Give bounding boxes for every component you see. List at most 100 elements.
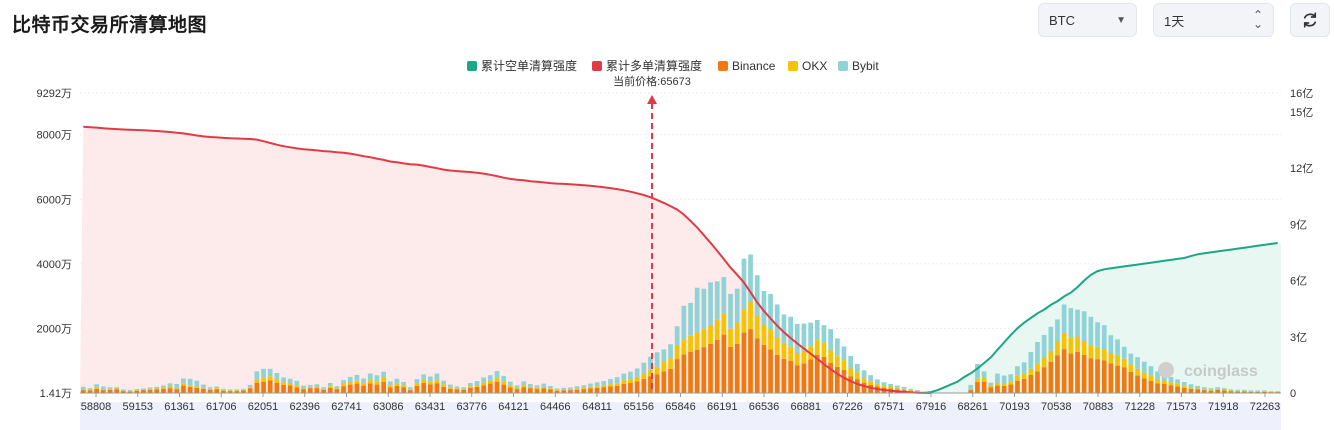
bar-binance: [174, 389, 180, 393]
cumulative-areas: [80, 126, 1281, 394]
bar-bybit: [1248, 390, 1254, 391]
bar-okx: [734, 322, 740, 344]
bar-okx: [394, 383, 400, 386]
bar-binance: [1048, 361, 1054, 393]
x-tick-label: 63431: [415, 401, 446, 413]
bar-bybit: [1088, 316, 1094, 346]
coin-select-value: BTC: [1049, 12, 1075, 28]
bar-binance: [407, 390, 413, 393]
bar-okx: [1128, 364, 1134, 372]
bar-binance: [708, 343, 713, 393]
bar-binance: [694, 349, 700, 393]
bar-okx: [241, 389, 246, 391]
bar-bybit: [1215, 387, 1220, 389]
bar-bybit: [581, 385, 587, 388]
legend-label: 累计多单清算强度: [606, 58, 702, 73]
bar-okx: [334, 388, 340, 390]
bar-binance: [274, 382, 280, 393]
bar-okx: [441, 384, 446, 387]
x-tick-label: 70538: [1041, 401, 1072, 413]
bar-bybit: [1035, 342, 1040, 364]
bar-binance: [367, 383, 373, 393]
bar-okx: [1121, 358, 1127, 368]
bar-bybit: [821, 325, 827, 343]
bar-okx: [1108, 353, 1114, 364]
y-left-tick-label: 2000万: [37, 323, 72, 335]
bar-bybit: [474, 381, 480, 385]
x-tick-label: 64811: [582, 401, 612, 413]
bar-okx: [247, 387, 253, 389]
bar-okx: [81, 389, 86, 391]
bar-okx: [1008, 381, 1014, 385]
bar-okx: [474, 384, 480, 387]
legend-swatch: [467, 61, 477, 71]
bar-binance: [754, 338, 760, 393]
bar-bybit: [588, 383, 593, 387]
bar-bybit: [174, 384, 180, 389]
bar-binance: [528, 388, 533, 393]
bar-bybit: [448, 384, 453, 388]
bar-binance: [641, 378, 647, 393]
bar-bybit: [107, 387, 113, 389]
bar-binance: [668, 368, 673, 393]
bar-okx: [1195, 388, 1200, 390]
x-tick-label: 62051: [248, 401, 279, 413]
bar-bybit: [975, 363, 980, 379]
bar-okx: [768, 330, 773, 350]
bar-binance: [101, 390, 106, 393]
bar-binance: [594, 387, 600, 393]
bar-okx: [988, 385, 994, 388]
bar-okx: [354, 380, 360, 384]
bar-bybit: [521, 381, 527, 386]
bar-bybit: [287, 378, 293, 383]
bar-binance: [341, 386, 346, 393]
bar-binance: [481, 385, 486, 393]
bar-bybit: [187, 378, 193, 386]
bar-bybit: [761, 291, 767, 325]
bar-okx: [761, 324, 767, 345]
bar-bybit: [808, 322, 813, 347]
x-tick-label: 68261: [957, 401, 988, 413]
bar-okx: [167, 386, 173, 389]
chart-legend: 累计空单清算强度 累计多单清算强度 Binance OKX Bybit: [467, 58, 879, 73]
coin-select[interactable]: BTC ▼: [1038, 3, 1137, 37]
period-select[interactable]: 1天 ⌃ ⌄: [1153, 3, 1274, 37]
bar-bybit: [1081, 311, 1087, 341]
bar-okx: [581, 387, 587, 390]
bar-bybit: [481, 377, 486, 383]
x-tick-label: 66536: [749, 401, 780, 413]
bar-bybit: [888, 384, 893, 387]
bar-okx: [975, 378, 980, 383]
bar-bybit: [1108, 335, 1114, 353]
x-tick-label: 66881: [790, 401, 821, 413]
bar-okx: [821, 342, 827, 357]
bar-okx: [1262, 391, 1267, 392]
bar-okx: [748, 302, 753, 330]
bar-binance: [1088, 358, 1094, 393]
bar-bybit: [628, 371, 633, 380]
bar-okx: [1015, 375, 1020, 381]
bar-binance: [381, 381, 386, 393]
bar-bybit: [94, 384, 99, 388]
bar-binance: [301, 389, 306, 393]
bar-binance: [1015, 380, 1020, 393]
bar-okx: [568, 389, 573, 391]
bar-okx: [501, 381, 507, 385]
bar-bybit: [768, 293, 773, 331]
refresh-button[interactable]: [1290, 3, 1330, 37]
bar-okx: [508, 385, 513, 388]
bar-bybit: [147, 387, 153, 389]
bar-bybit: [634, 368, 640, 377]
long-cum-line: [83, 125, 931, 394]
short-cum-area: [924, 243, 1281, 393]
bar-binance: [494, 382, 500, 393]
y-right-tick-label: 9亿: [1290, 218, 1307, 231]
coinglass-logo-icon: [1158, 362, 1174, 378]
bar-okx: [454, 388, 460, 390]
bar-binance: [1041, 367, 1047, 393]
bar-bybit: [214, 386, 220, 389]
bar-bybit: [1181, 382, 1187, 386]
bar-binance: [214, 389, 220, 393]
bar-bybit: [454, 386, 460, 389]
